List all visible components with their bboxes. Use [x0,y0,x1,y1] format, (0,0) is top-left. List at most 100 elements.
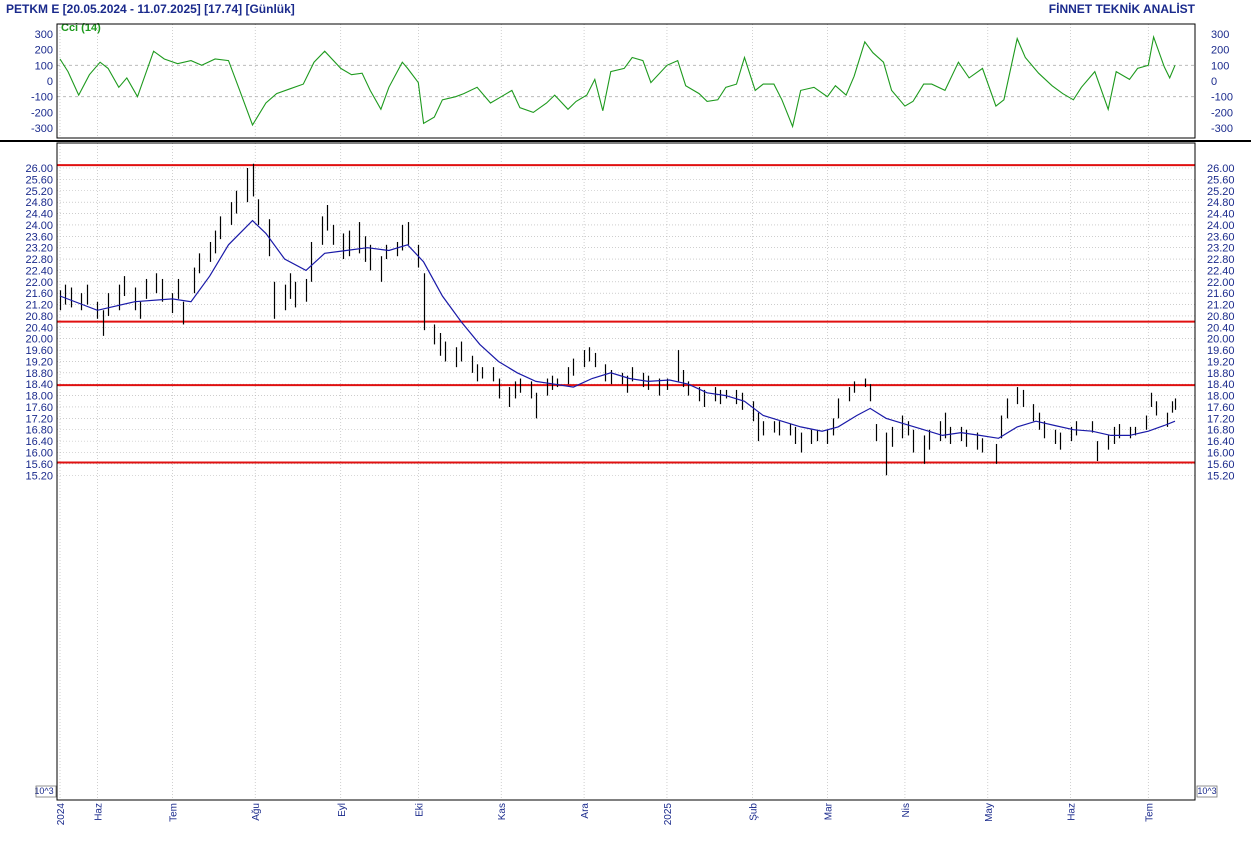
price-tick-label-right: 18.00 [1207,391,1235,403]
price-tick-label-left: 21.60 [25,288,53,300]
scale-note-right: 10^3 [1197,786,1216,796]
price-tick-label-right: 18.80 [1207,368,1235,380]
price-tick-label-right: 19.20 [1207,356,1235,368]
price-tick-label-right: 20.80 [1207,311,1235,323]
price-tick-label-right: 16.80 [1207,425,1235,437]
price-tick-label-right: 22.80 [1207,254,1235,266]
x-axis-date-label: Tem [168,803,179,822]
price-tick-label-left: 20.80 [25,311,53,323]
price-tick-label-right: 21.20 [1207,300,1235,312]
price-tick-label-left: 22.80 [25,254,53,266]
x-axis-date-label: Eki [414,803,425,817]
price-tick-label-left: 18.40 [25,379,53,391]
cci-tick-label-left: -300 [31,123,53,135]
price-tick-label-right: 26.00 [1207,163,1235,175]
price-tick-label-left: 20.00 [25,334,53,346]
price-tick-label-left: 23.20 [25,243,53,255]
price-tick-label-right: 21.60 [1207,288,1235,300]
price-tick-label-left: 21.20 [25,300,53,312]
cci-tick-label-left: 100 [35,60,53,72]
x-axis-date-label: Ara [580,803,591,819]
indicator-panel-frame [56,23,1196,139]
price-tick-label-right: 16.40 [1207,436,1235,448]
indicator-lines [59,34,1176,439]
price-tick-label-right: 24.80 [1207,197,1235,209]
cci-tick-label-left: 300 [35,29,53,41]
x-axis-date-label: May [984,803,995,822]
price-tick-label-left: 22.00 [25,277,53,289]
price-tick-label-right: 24.40 [1207,209,1235,221]
price-tick-label-left: 16.80 [25,425,53,437]
price-tick-label-left: 15.60 [25,459,53,471]
price-tick-label-left: 26.00 [25,163,53,175]
price-tick-label-left: 15.20 [25,470,53,482]
cci-tick-label-right: 300 [1211,29,1229,41]
x-axis-date-label: Mar [823,802,834,820]
scale-note-left: 10^3 [34,786,53,796]
price-tick-label-left: 16.00 [25,448,53,460]
price-tick-label-left: 18.00 [25,391,53,403]
x-axis-date-label: 2025 [663,803,674,826]
cci-tick-label-right: 100 [1211,60,1229,72]
brand-label: FİNNET TEKNİK ANALİST [1049,1,1196,16]
x-axis-date-label: Şub [749,803,760,821]
price-tick-label-left: 17.20 [25,413,53,425]
price-tick-label-right: 20.40 [1207,322,1235,334]
x-axis-date-label: 2024 [56,803,67,826]
cci-tick-label-left: 0 [47,76,53,88]
price-tick-label-right: 17.60 [1207,402,1235,414]
panel-frames [0,23,1251,801]
price-tick-label-left: 16.40 [25,436,53,448]
price-tick-label-left: 23.60 [25,231,53,243]
price-tick-label-right: 20.00 [1207,334,1235,346]
x-axis-date-label: Ağu [251,803,262,821]
price-tick-label-left: 22.40 [25,265,53,277]
moving-average-line [59,219,1176,439]
cci-tick-label-right: -200 [1211,107,1233,119]
price-tick-label-left: 24.00 [25,220,53,232]
price-tick-label-left: 17.60 [25,402,53,414]
price-tick-label-right: 24.00 [1207,220,1235,232]
cci-tick-label-left: 200 [35,45,53,57]
price-tick-label-left: 25.60 [25,174,53,186]
cci-tick-label-left: -100 [31,92,53,104]
price-tick-label-left: 18.80 [25,368,53,380]
price-tick-label-left: 20.40 [25,322,53,334]
x-axis-date-label: Kas [497,803,508,820]
grid-layer [57,24,1195,800]
price-tick-label-right: 15.60 [1207,459,1235,471]
price-tick-label-right: 16.00 [1207,448,1235,460]
cci-tick-label-right: 200 [1211,45,1229,57]
scale-note-box-left [35,785,57,798]
x-axis-date-label: Eyl [337,803,348,817]
price-tick-label-right: 18.40 [1207,379,1235,391]
cci-tick-label-right: 0 [1211,76,1217,88]
chart-title: PETKM E [20.05.2024 - 11.07.2025] [17.74… [6,2,295,16]
cci-line [59,34,1176,129]
x-axis-date-label: Tem [1144,803,1155,822]
price-tick-label-right: 17.20 [1207,413,1235,425]
price-tick-label-right: 23.20 [1207,243,1235,255]
cci-tick-label-right: -100 [1211,92,1233,104]
price-tick-label-right: 23.60 [1207,231,1235,243]
x-axis-date-label: Haz [1067,803,1078,821]
price-tick-label-right: 25.60 [1207,174,1235,186]
scale-note-box-right [1196,785,1218,798]
price-tick-label-left: 19.20 [25,356,53,368]
cci-tick-label-right: -300 [1211,123,1233,135]
price-tick-label-right: 25.20 [1207,186,1235,198]
support-resistance-levels [57,164,1195,464]
price-tick-label-right: 15.20 [1207,470,1235,482]
price-panel-frame [56,142,1196,801]
price-tick-label-left: 24.40 [25,209,53,221]
cci-tick-label-left: -200 [31,107,53,119]
price-tick-label-right: 22.00 [1207,277,1235,289]
price-tick-label-right: 19.60 [1207,345,1235,357]
x-axis-date-label: Nis [901,803,912,817]
x-axis-date-label: Haz [93,803,104,821]
indicator-label: Cci (14) [61,22,101,34]
price-tick-label-left: 25.20 [25,186,53,198]
